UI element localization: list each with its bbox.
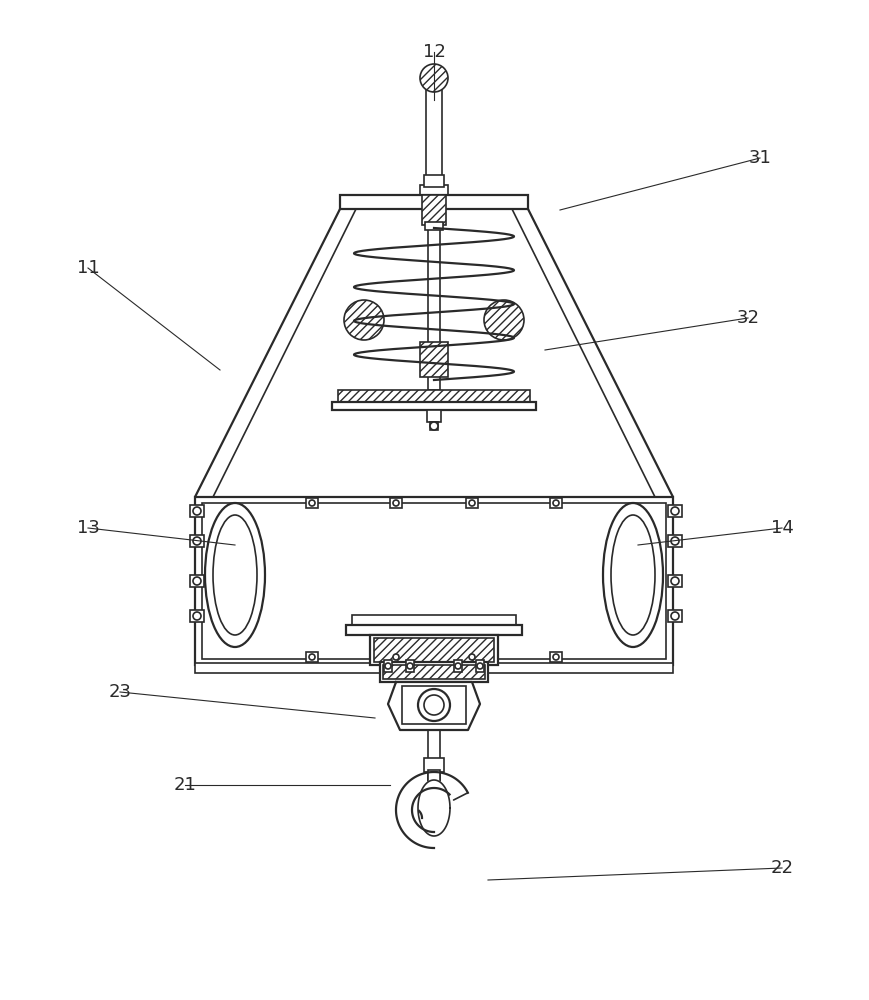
Bar xyxy=(406,660,414,672)
Circle shape xyxy=(385,663,391,669)
Text: 31: 31 xyxy=(748,149,772,167)
Bar xyxy=(402,686,466,724)
Circle shape xyxy=(424,695,444,715)
Circle shape xyxy=(671,577,679,585)
Bar xyxy=(190,535,204,547)
Circle shape xyxy=(193,577,201,585)
Circle shape xyxy=(469,654,475,660)
Text: 32: 32 xyxy=(737,309,760,327)
Ellipse shape xyxy=(205,503,265,647)
Circle shape xyxy=(193,507,201,515)
Bar xyxy=(425,222,443,230)
Bar xyxy=(390,498,402,508)
Bar xyxy=(346,625,522,635)
Circle shape xyxy=(309,654,315,660)
Ellipse shape xyxy=(603,503,663,647)
Polygon shape xyxy=(388,682,480,730)
Bar xyxy=(422,195,446,225)
Bar xyxy=(424,175,444,187)
Bar xyxy=(426,78,442,188)
Text: 12: 12 xyxy=(422,43,446,61)
Circle shape xyxy=(455,663,461,669)
Ellipse shape xyxy=(213,515,257,635)
Bar xyxy=(338,390,530,404)
Bar xyxy=(374,638,494,662)
Bar xyxy=(454,660,462,672)
Circle shape xyxy=(344,300,384,340)
Text: 21: 21 xyxy=(174,776,196,794)
Circle shape xyxy=(430,422,438,430)
Bar xyxy=(428,730,440,760)
Polygon shape xyxy=(418,780,450,836)
Bar xyxy=(383,665,485,679)
Circle shape xyxy=(393,500,399,506)
Text: 13: 13 xyxy=(76,519,99,537)
Bar xyxy=(384,660,392,672)
Bar xyxy=(668,535,682,547)
Circle shape xyxy=(671,612,679,620)
Bar xyxy=(427,410,441,422)
Bar xyxy=(550,652,562,662)
Circle shape xyxy=(407,663,413,669)
Text: 22: 22 xyxy=(771,859,793,877)
Circle shape xyxy=(484,300,524,340)
Circle shape xyxy=(193,537,201,545)
Bar xyxy=(190,505,204,517)
Bar xyxy=(195,497,673,665)
Bar xyxy=(466,498,478,508)
Circle shape xyxy=(477,663,483,669)
Bar xyxy=(430,422,438,430)
Text: 23: 23 xyxy=(109,683,131,701)
Bar xyxy=(668,575,682,587)
Bar xyxy=(466,652,478,662)
Circle shape xyxy=(553,654,559,660)
Bar xyxy=(306,652,318,662)
Circle shape xyxy=(309,500,315,506)
Bar xyxy=(190,575,204,587)
Circle shape xyxy=(193,612,201,620)
Bar xyxy=(380,662,488,682)
Bar xyxy=(550,498,562,508)
Circle shape xyxy=(418,689,450,721)
Ellipse shape xyxy=(611,515,655,635)
Circle shape xyxy=(393,654,399,660)
Bar xyxy=(420,185,448,195)
Bar xyxy=(195,663,673,673)
Circle shape xyxy=(553,500,559,506)
Bar xyxy=(668,505,682,517)
Bar xyxy=(428,225,440,390)
Text: 14: 14 xyxy=(771,519,793,537)
Bar xyxy=(306,498,318,508)
Circle shape xyxy=(420,64,448,92)
Bar xyxy=(332,402,536,410)
Circle shape xyxy=(671,507,679,515)
Bar xyxy=(352,615,516,627)
Bar xyxy=(202,503,666,659)
Bar xyxy=(424,758,444,772)
Bar xyxy=(370,635,498,665)
Bar xyxy=(428,770,440,798)
Circle shape xyxy=(469,500,475,506)
Bar xyxy=(476,660,484,672)
Bar xyxy=(668,610,682,622)
Bar xyxy=(420,342,448,377)
Text: 11: 11 xyxy=(76,259,99,277)
Circle shape xyxy=(671,537,679,545)
Bar xyxy=(390,652,402,662)
Bar xyxy=(340,195,528,209)
Bar xyxy=(190,610,204,622)
